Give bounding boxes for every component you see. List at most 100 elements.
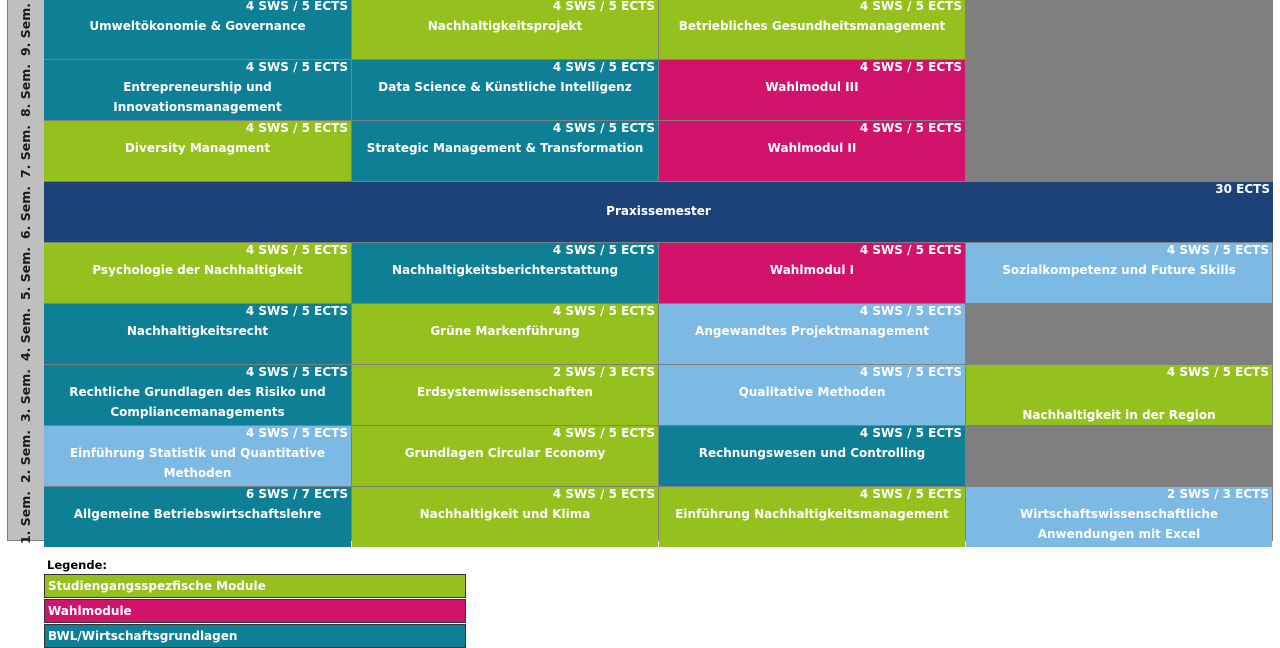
module-cell-betriebliches-gesundheitsmanagement: 4 SWS / 5 ECTS Betriebliches Gesundheitsm… (659, 0, 965, 59)
module-cell-entrepreneurship-und-innovationsmanagement: 4 SWS / 5 ECTS Entrepreneurship und Innov… (44, 60, 351, 120)
module-credits: 4 SWS / 5 ECTS (859, 0, 962, 13)
module-credits: 4 SWS / 5 ECTS (859, 121, 962, 135)
module-cell-umweltoekonomie-and-governance: 4 SWS / 5 ECTS Umweltökonomie & Governanc… (44, 0, 351, 59)
module-cell-rechtliche-grundlagen-des-risiko-und-compliancemanagements: 4 SWS / 5 ECTS Rechtliche Grundlagen des … (44, 365, 351, 425)
module-name: Wirtschaftswissenschaftliche Anwendungen… (1019, 507, 1219, 541)
module-name: Rechnungswesen und Controlling (698, 446, 926, 460)
module-cell-rechnungswesen-und-controlling: 4 SWS / 5 ECTS Rechnungswesen und Control… (659, 426, 965, 486)
module-name: Rechtliche Grundlagen des Risiko und Com… (69, 385, 326, 419)
semester-label: 2. Sem. (8, 426, 44, 486)
module-name: Qualitative Methoden (738, 385, 886, 399)
module-credits: 4 SWS / 5 ECTS (245, 304, 348, 318)
module-credits: 4 SWS / 5 ECTS (552, 60, 655, 74)
module-name: Wahlmodul II (767, 141, 857, 155)
semester-label-text: 8. Sem. (18, 63, 34, 117)
module-cell-wahlmodul-i: 4 SWS / 5 ECTS Wahlmodul I (659, 243, 965, 303)
module-credits: 4 SWS / 5 ECTS (552, 426, 655, 440)
module-credits: 2 SWS / 3 ECTS (1166, 487, 1269, 501)
semester-label: 7. Sem. (8, 121, 44, 181)
module-credits: 2 SWS / 3 ECTS (552, 365, 655, 379)
module-credits: 4 SWS / 5 ECTS (245, 426, 348, 440)
module-cell-einfuehrung-statistik-und-quantitative-methoden: 4 SWS / 5 ECTS Einführung Statistik und Q… (44, 426, 351, 486)
module-name: Praxissemester (606, 204, 711, 218)
module-name: Grüne Markenführung (430, 324, 580, 338)
semester-label: 3. Sem. (8, 365, 44, 425)
module-cell-nachhaltigkeit-in-der-region: 4 SWS / 5 ECTS Nachhaltigkeit in der Regi… (966, 365, 1272, 425)
module-cell-nachhaltigkeit-und-klima: 4 SWS / 5 ECTS Nachhaltigkeit und Klima (352, 487, 658, 547)
module-name: Nachhaltigkeit in der Region (1022, 408, 1216, 422)
semester-label: 5. Sem. (8, 243, 44, 303)
module-credits: 4 SWS / 5 ECTS (859, 426, 962, 440)
legend-item-wahlmodule: Wahlmodule (44, 599, 466, 623)
module-name: Data Science & Künstliche Intelligenz (378, 80, 632, 94)
semester-label-text: 1. Sem. (18, 490, 34, 544)
module-credits: 4 SWS / 5 ECTS (859, 243, 962, 257)
module-cell-wahlmodul-ii: 4 SWS / 5 ECTS Wahlmodul II (659, 121, 965, 181)
module-cell-psychologie-der-nachhaltigkeit: 4 SWS / 5 ECTS Psychologie der Nachhaltig… (44, 243, 351, 303)
legend-item-studiengangsspezfische-module: Studiengangsspezfische Module (44, 574, 466, 598)
module-name: Nachhaltigkeitsprojekt (427, 19, 583, 33)
module-name: Nachhaltigkeitsberichterstattung (391, 263, 619, 277)
module-cell-diversity-managment: 4 SWS / 5 ECTS Diversity Managment (44, 121, 351, 181)
module-cell-qualitative-methoden: 4 SWS / 5 ECTS Qualitative Methoden (659, 365, 965, 425)
module-name: Betriebliches Gesundheitsmanagement (678, 19, 946, 33)
module-name: Psychologie der Nachhaltigkeit (92, 263, 303, 277)
module-cell-wirtschaftswissenschaftliche-anwendungen-mit-excel: 2 SWS / 3 ECTS Wirtschaftswissenschaftlic… (966, 487, 1272, 547)
module-name: Diversity Managment (124, 141, 271, 155)
module-cell-einfuehrung-nachhaltigkeitsmanagement: 4 SWS / 5 ECTS Einführung Nachhaltigkeits… (659, 487, 965, 547)
module-name: Entrepreneurship und Innovationsmanageme… (113, 80, 282, 114)
module-cell-sozialkompetenz-und-future-skills: 4 SWS / 5 ECTS Sozialkompetenz und Future… (966, 243, 1272, 303)
module-credits: 4 SWS / 5 ECTS (245, 121, 348, 135)
module-credits: 4 SWS / 5 ECTS (552, 243, 655, 257)
module-name: Wahlmodul III (765, 80, 859, 94)
semester-label-text: 7. Sem. (18, 124, 34, 178)
module-credits: 4 SWS / 5 ECTS (859, 487, 962, 501)
module-credits: 4 SWS / 5 ECTS (552, 121, 655, 135)
module-name: Einführung Statistik und Quantitative Me… (69, 446, 326, 480)
legend-title: Legende: (47, 558, 107, 572)
module-cell-praxissemester: 30 ECTS Praxissemester (44, 182, 1273, 242)
semester-label-text: 2. Sem. (18, 429, 34, 483)
module-credits: 4 SWS / 5 ECTS (859, 365, 962, 379)
semester-label-text: 3. Sem. (18, 368, 34, 422)
module-credits: 30 ECTS (1215, 182, 1270, 196)
module-credits: 4 SWS / 5 ECTS (245, 60, 348, 74)
module-name: Wahlmodul I (769, 263, 855, 277)
module-credits: 4 SWS / 5 ECTS (245, 243, 348, 257)
module-cell-wahlmodul-iii: 4 SWS / 5 ECTS Wahlmodul III (659, 60, 965, 120)
semester-label: 6. Sem. (8, 182, 44, 242)
semester-label: 1. Sem. (8, 487, 44, 547)
module-cell-erdsystemwissenschaften: 2 SWS / 3 ECTS Erdsystemwissenschaften (352, 365, 658, 425)
semester-label-text: 4. Sem. (18, 307, 34, 361)
module-name: Einführung Nachhaltigkeitsmanagement (675, 507, 949, 521)
semester-label-text: 5. Sem. (18, 246, 34, 300)
module-credits: 4 SWS / 5 ECTS (245, 365, 348, 379)
module-credits: 6 SWS / 7 ECTS (245, 487, 348, 501)
semester-label: 4. Sem. (8, 304, 44, 364)
semester-label: 8. Sem. (8, 60, 44, 120)
module-name: Grundlagen Circular Economy (404, 446, 606, 460)
module-cell-data-science-and-kuenstliche-intelligenz: 4 SWS / 5 ECTS Data Science & Künstliche … (352, 60, 658, 120)
module-cell-angewandtes-projektmanagement: 4 SWS / 5 ECTS Angewandtes Projektmanagem… (659, 304, 965, 364)
module-cell-nachhaltigkeitsrecht: 4 SWS / 5 ECTS Nachhaltigkeitsrecht (44, 304, 351, 364)
module-cell-strategic-management-and-transformation: 4 SWS / 5 ECTS Strategic Management & Tra… (352, 121, 658, 181)
legend-item-bwl-wirtschaftsgrundlagen: BWL/Wirtschaftsgrundlagen (44, 624, 466, 648)
module-credits: 4 SWS / 5 ECTS (859, 304, 962, 318)
module-name: Umweltökonomie & Governance (89, 19, 306, 33)
module-name: Erdsystemwissenschaften (417, 385, 593, 399)
module-cell-grundlagen-circular-economy: 4 SWS / 5 ECTS Grundlagen Circular Econom… (352, 426, 658, 486)
semester-label-text: 6. Sem. (18, 185, 34, 239)
semester-label: 9. Sem. (8, 0, 44, 59)
module-credits: 4 SWS / 5 ECTS (859, 60, 962, 74)
module-credits: 4 SWS / 5 ECTS (1166, 365, 1269, 379)
module-credits: 4 SWS / 5 ECTS (552, 0, 655, 13)
module-name: Sozialkompetenz und Future Skills (1002, 263, 1236, 277)
module-name: Allgemeine Betriebswirtschaftslehre (73, 507, 322, 521)
module-cell-allgemeine-betriebswirtschaftslehre: 6 SWS / 7 ECTS Allgemeine Betriebswirtsch… (44, 487, 351, 547)
semester-column (8, 0, 44, 540)
module-cell-nachhaltigkeitsprojekt: 4 SWS / 5 ECTS Nachhaltigkeitsprojekt (352, 0, 658, 59)
semester-label-text: 9. Sem. (18, 2, 34, 56)
module-name: Nachhaltigkeitsrecht (126, 324, 269, 338)
module-cell-gruene-markenfuehrung: 4 SWS / 5 ECTS Grüne Markenführung (352, 304, 658, 364)
module-credits: 4 SWS / 5 ECTS (552, 487, 655, 501)
